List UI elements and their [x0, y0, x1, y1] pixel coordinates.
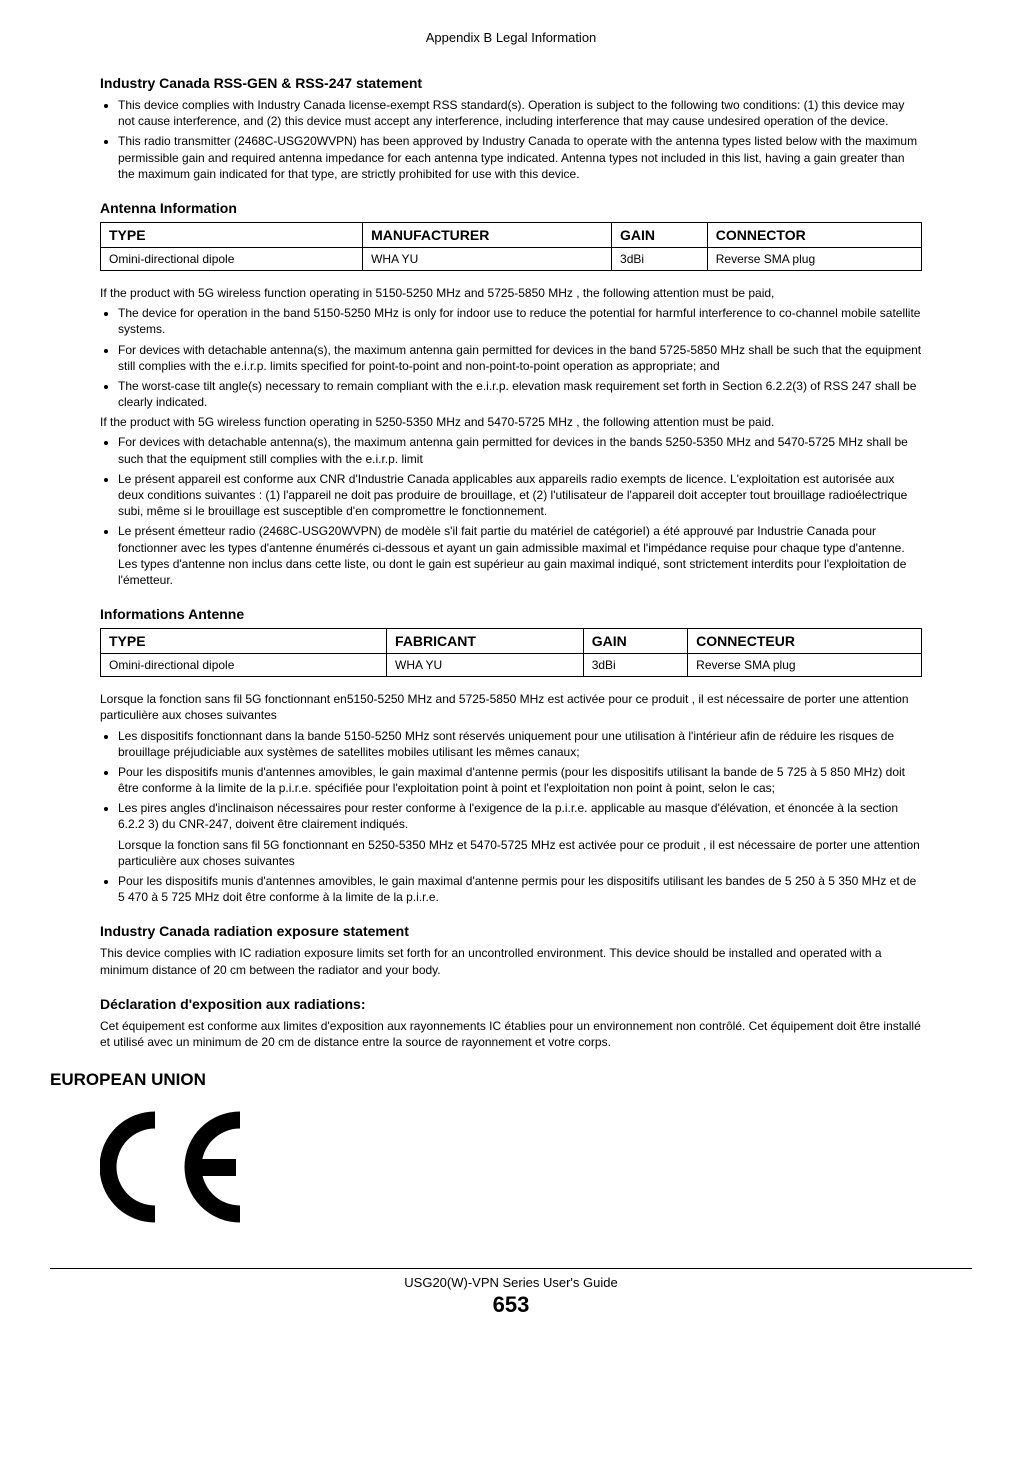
paragraph: Lorsque la fonction sans fil 5G fonction… [118, 837, 922, 869]
table-cell: WHA YU [387, 654, 584, 677]
list-item: Pour les dispositifs munis d'antennes am… [118, 764, 922, 796]
page-footer: USG20(W)-VPN Series User's Guide 653 [50, 1268, 972, 1318]
list-item: This device complies with Industry Canad… [118, 97, 922, 129]
table-header: TYPE [101, 629, 387, 654]
heading-radiation-fr: Déclaration d'exposition aux radiations: [100, 996, 922, 1012]
paragraph: Cet équipement est conforme aux limites … [100, 1018, 922, 1050]
table-header-row: TYPE FABRICANT GAIN CONNECTEUR [101, 629, 922, 654]
table-header: GAIN [612, 222, 708, 247]
paragraph: If the product with 5G wireless function… [100, 414, 922, 430]
table-header: MANUFACTURER [363, 222, 612, 247]
list-item: The device for operation in the band 515… [118, 305, 922, 337]
paragraph: This device complies with IC radiation e… [100, 945, 922, 977]
list-5g-fr: Les dispositifs fonctionnant dans la ban… [100, 728, 922, 833]
list-item: Le présent appareil est conforme aux CNR… [118, 471, 922, 520]
table-row: Omini-directional dipole WHA YU 3dBi Rev… [101, 247, 922, 270]
list-5g-en: The device for operation in the band 515… [100, 305, 922, 410]
table-cell: Reverse SMA plug [688, 654, 922, 677]
list-item: Les dispositifs fonctionnant dans la ban… [118, 728, 922, 760]
footer-page-number: 653 [50, 1292, 972, 1318]
ce-mark-icon [100, 1110, 922, 1228]
list-item: Pour les dispositifs munis d'antennes am… [118, 873, 922, 905]
paragraph: If the product with 5G wireless function… [100, 285, 922, 301]
table-antenna-en: TYPE MANUFACTURER GAIN CONNECTOR Omini-d… [100, 222, 922, 271]
table-cell: 3dBi [583, 654, 687, 677]
heading-eu: EUROPEAN UNION [50, 1070, 922, 1090]
list-5g-en-2: For devices with detachable antenna(s), … [100, 434, 922, 588]
table-cell: Omini-directional dipole [101, 654, 387, 677]
paragraph: Lorsque la fonction sans fil 5G fonction… [100, 691, 922, 723]
table-header: TYPE [101, 222, 363, 247]
list-5g-fr-2: Pour les dispositifs munis d'antennes am… [100, 873, 922, 905]
table-cell: Reverse SMA plug [707, 247, 921, 270]
table-cell: Omini-directional dipole [101, 247, 363, 270]
table-row: Omini-directional dipole WHA YU 3dBi Rev… [101, 654, 922, 677]
heading-antenna-en: Antenna Information [100, 200, 922, 216]
heading-radiation-en: Industry Canada radiation exposure state… [100, 923, 922, 939]
list-rss-gen: This device complies with Industry Canad… [100, 97, 922, 182]
table-header-row: TYPE MANUFACTURER GAIN CONNECTOR [101, 222, 922, 247]
table-antenna-fr: TYPE FABRICANT GAIN CONNECTEUR Omini-dir… [100, 628, 922, 677]
list-item: For devices with detachable antenna(s), … [118, 342, 922, 374]
table-cell: 3dBi [612, 247, 708, 270]
table-cell: WHA YU [363, 247, 612, 270]
table-header: GAIN [583, 629, 687, 654]
heading-antenna-fr: Informations Antenne [100, 606, 922, 622]
list-item: This radio transmitter (2468C-USG20WVPN)… [118, 133, 922, 182]
table-header: CONNECTEUR [688, 629, 922, 654]
list-item: Les pires angles d'inclinaison nécessair… [118, 800, 922, 832]
list-item: For devices with detachable antenna(s), … [118, 434, 922, 466]
table-header: CONNECTOR [707, 222, 921, 247]
table-header: FABRICANT [387, 629, 584, 654]
page-header: Appendix B Legal Information [50, 30, 972, 45]
list-item: The worst-case tilt angle(s) necessary t… [118, 378, 922, 410]
footer-guide-title: USG20(W)-VPN Series User's Guide [50, 1275, 972, 1290]
list-item: Le présent émetteur radio (2468C-USG20WV… [118, 523, 922, 588]
heading-rss-gen: Industry Canada RSS-GEN & RSS-247 statem… [100, 75, 922, 91]
